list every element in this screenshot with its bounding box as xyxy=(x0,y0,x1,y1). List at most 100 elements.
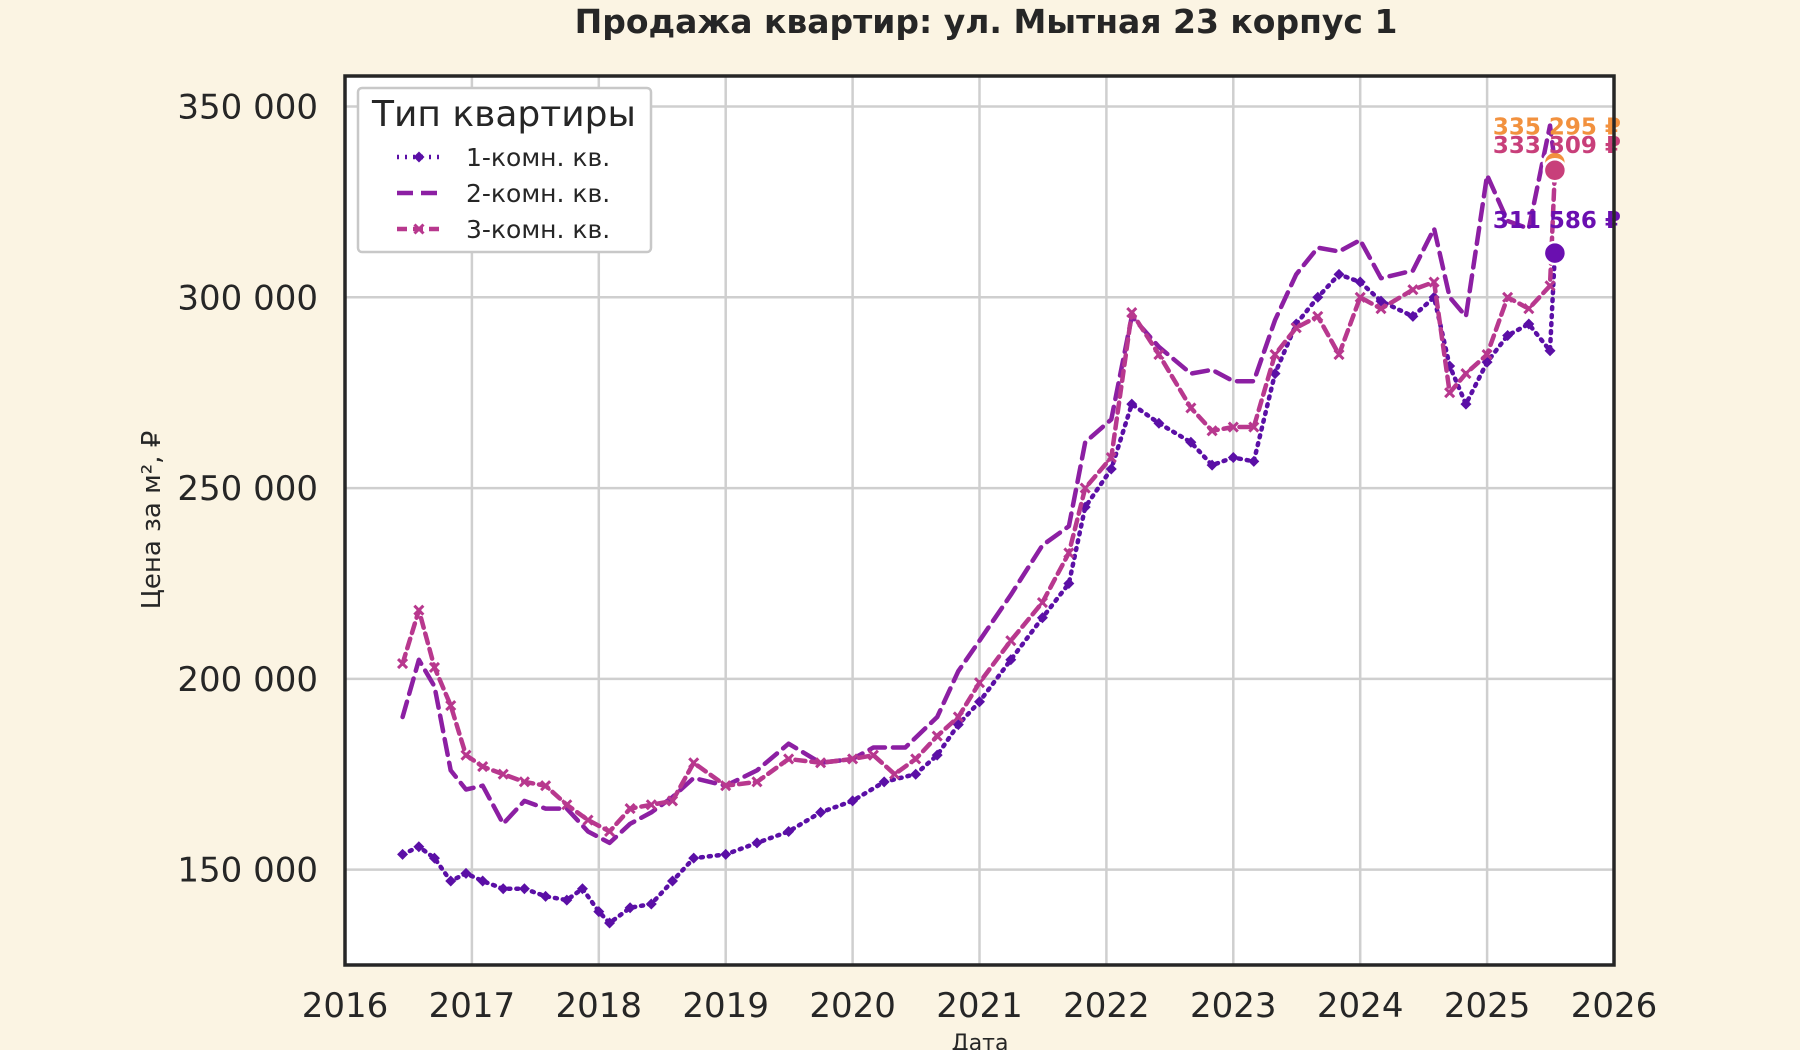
data-point xyxy=(973,677,986,689)
end-point-marker xyxy=(1542,157,1568,183)
series-group xyxy=(396,123,1561,929)
legend-label: 2-комн. кв. xyxy=(466,179,610,208)
data-point xyxy=(1153,417,1165,429)
data-point xyxy=(1375,295,1387,307)
legend-item: 2-комн. кв. xyxy=(397,179,610,208)
data-point xyxy=(720,780,732,792)
end-value-label: 335 295 ₽ xyxy=(1493,115,1621,141)
end-value-label: 311 586 ₽ xyxy=(1493,208,1621,234)
y-tick-label: 250 000 xyxy=(177,469,318,509)
data-point xyxy=(974,696,985,708)
data-point xyxy=(751,837,763,849)
data-point xyxy=(460,867,472,879)
data-point xyxy=(1185,436,1197,448)
x-tick-label: 2024 xyxy=(1317,986,1404,1026)
x-tick-label: 2021 xyxy=(936,986,1023,1026)
data-point xyxy=(645,898,657,910)
data-point xyxy=(582,814,594,826)
legend-item: 3-комн. кв. xyxy=(397,215,610,244)
data-point xyxy=(847,795,859,807)
data-point xyxy=(1354,291,1366,303)
y-tick-label: 150 000 xyxy=(177,851,318,891)
legend: Тип квартиры 1-комн. кв. 2-комн. кв. 3-ком… xyxy=(356,86,653,254)
data-point xyxy=(428,852,440,864)
data-point xyxy=(1312,310,1324,322)
data-point xyxy=(888,768,901,780)
data-point xyxy=(518,883,530,895)
legend-box xyxy=(356,86,653,254)
data-point xyxy=(783,825,795,837)
data-point xyxy=(878,776,890,788)
data-point xyxy=(1523,303,1535,315)
data-point xyxy=(666,795,679,807)
data-point xyxy=(428,661,441,673)
x-tick-label: 2018 xyxy=(556,986,643,1026)
data-point xyxy=(867,749,879,761)
x-tick-label: 2016 xyxy=(302,986,389,1026)
data-point xyxy=(1105,451,1117,464)
plot-frame xyxy=(343,74,1616,967)
data-point xyxy=(1036,596,1048,609)
y-tick-label: 300 000 xyxy=(177,278,318,318)
x-axis-ticks: 2016 2017 2018 2019 2020 2021 2022 2023 2024 2025… xyxy=(302,986,1658,1026)
x-tick-label: 2022 xyxy=(1063,986,1150,1026)
data-point xyxy=(1105,463,1117,475)
data-point xyxy=(1227,421,1239,433)
data-point xyxy=(604,917,616,929)
data-point xyxy=(477,875,489,887)
data-point xyxy=(1428,276,1440,288)
end-point-marker xyxy=(1542,240,1568,266)
legend-item: 1-комн. кв. xyxy=(397,143,610,172)
data-point xyxy=(815,757,827,769)
data-point xyxy=(477,761,489,773)
data-point xyxy=(1375,303,1387,315)
data-point xyxy=(604,825,616,838)
data-point xyxy=(1481,348,1493,361)
data-point xyxy=(910,753,922,765)
data-point xyxy=(460,749,472,761)
data-point xyxy=(688,757,700,769)
data-point xyxy=(1185,402,1197,414)
data-point xyxy=(1523,318,1535,330)
legend-marker xyxy=(413,223,425,235)
data-point xyxy=(1544,280,1556,292)
data-point xyxy=(847,753,859,765)
x-tick-label: 2026 xyxy=(1571,986,1658,1026)
data-point xyxy=(1036,612,1048,624)
data-point xyxy=(1407,284,1419,296)
data-point xyxy=(445,875,457,887)
data-point xyxy=(576,883,588,895)
chart-title: Продажа квартир: ул. Мытная 23 корпус 1 xyxy=(575,2,1398,41)
y-axis-label: Цена за м², ₽ xyxy=(137,431,167,610)
end-value-label: 333 309 ₽ xyxy=(1493,133,1621,159)
data-point xyxy=(561,894,573,906)
legend-items: 1-комн. кв. 2-комн. кв. 3-комн. кв. xyxy=(397,143,610,244)
data-point xyxy=(593,906,605,918)
data-point xyxy=(1502,329,1514,341)
y-axis-ticks: 150 000 200 000 250 000 300 000 350 000 xyxy=(177,88,318,891)
data-point xyxy=(910,768,922,780)
series-line xyxy=(400,123,1558,846)
data-point xyxy=(561,799,573,811)
series-3 xyxy=(396,164,1561,838)
x-tick-label: 2020 xyxy=(809,986,896,1026)
data-point xyxy=(1333,348,1345,361)
data-point xyxy=(1005,654,1017,666)
data-point xyxy=(1248,455,1260,467)
legend-marker xyxy=(413,151,425,163)
data-point xyxy=(952,711,964,723)
x-tick-label: 2023 xyxy=(1190,986,1277,1026)
data-point xyxy=(720,848,732,860)
x-axis-label: Дата xyxy=(952,1031,1009,1050)
data-point xyxy=(1227,452,1239,464)
x-tick-label: 2019 xyxy=(682,986,769,1026)
data-point xyxy=(397,848,409,860)
data-point xyxy=(497,883,509,895)
data-point xyxy=(645,799,657,811)
data-point xyxy=(1153,348,1165,361)
data-point xyxy=(413,604,425,616)
data-point xyxy=(1248,421,1260,433)
y-tick-label: 350 000 xyxy=(177,88,318,128)
data-point xyxy=(667,875,679,887)
